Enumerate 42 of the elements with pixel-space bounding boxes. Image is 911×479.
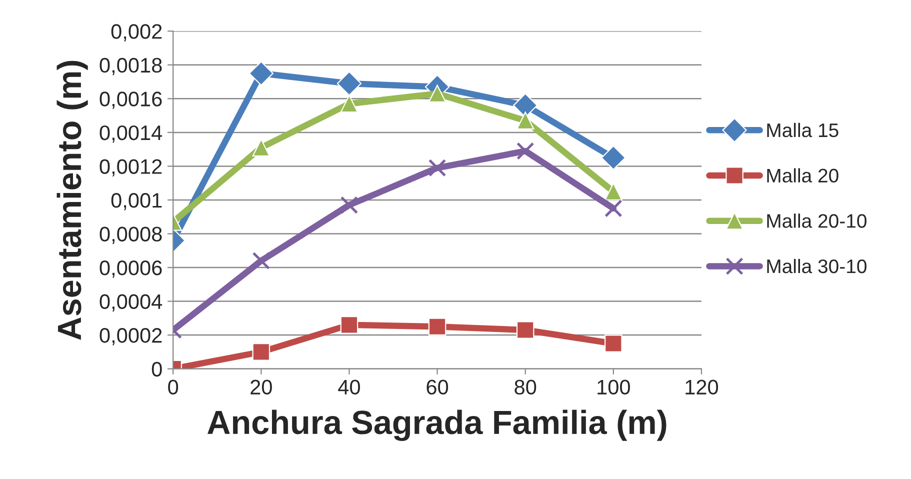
point — [340, 94, 358, 113]
point — [252, 343, 270, 361]
y-tick-label: 0,0012 — [100, 159, 162, 176]
x-tick-label: 20 — [250, 380, 272, 395]
point — [428, 318, 446, 336]
point — [601, 145, 626, 170]
y-axis-title: Asentamiento (m) — [56, 60, 88, 340]
point — [604, 182, 622, 200]
point — [252, 252, 270, 270]
point — [428, 84, 446, 102]
point — [604, 334, 622, 352]
point — [428, 159, 446, 177]
legend-label: Malla 30-10 — [767, 258, 866, 274]
x-tick-label: 40 — [338, 380, 360, 395]
x-axis-title: Anchura Sagrada Familia (m) — [208, 410, 666, 441]
point — [340, 316, 358, 334]
legend-label: Malla 20 — [767, 168, 838, 183]
y-tick-label: 0,001 — [111, 192, 162, 210]
point — [340, 196, 358, 214]
x-tick-label: 0 — [168, 380, 178, 395]
y-tick-label: 0,0004 — [100, 294, 162, 312]
point — [252, 138, 270, 157]
x-tick-label: 80 — [514, 380, 536, 395]
y-tick-label: 0,0014 — [100, 125, 162, 143]
point — [516, 142, 534, 160]
legend-label: Malla 20-10 — [767, 214, 866, 228]
y-tick-label: 0,0016 — [100, 92, 162, 109]
y-tick-label: 0,002 — [111, 24, 162, 42]
point — [516, 321, 534, 339]
x-tick-label: 120 — [686, 380, 718, 395]
x-tick-label: 60 — [426, 380, 448, 395]
y-tick-label: 0,0008 — [100, 226, 162, 244]
x-tick-label: 100 — [598, 380, 630, 395]
y-tick-label: 0,0018 — [100, 58, 162, 76]
y-tick-label: 0,0006 — [100, 260, 162, 278]
point — [336, 71, 362, 96]
y-tick-label: 0 — [152, 362, 162, 377]
legend-label: Malla 15 — [767, 122, 838, 138]
point — [248, 61, 274, 86]
point — [516, 112, 534, 130]
y-tick-label: 0,0002 — [100, 328, 162, 346]
point — [604, 200, 622, 218]
